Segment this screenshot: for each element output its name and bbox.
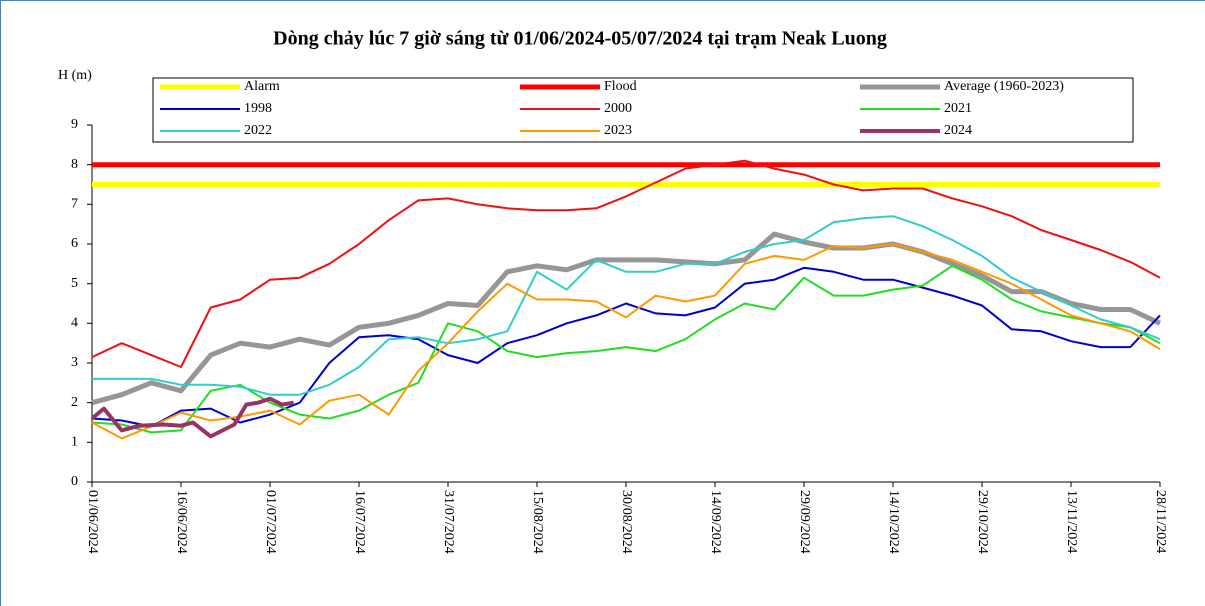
series-line (92, 215, 1161, 396)
legend-label: 2021 (944, 101, 972, 116)
x-tick-label: 15/08/2024 (530, 490, 545, 554)
x-tick-label: 29/09/2024 (797, 490, 812, 554)
y-tick-label: 4 (71, 316, 78, 331)
series-line (91, 264, 1161, 434)
x-tick-label: 30/08/2024 (619, 490, 634, 554)
x-tick-label: 14/09/2024 (708, 490, 723, 554)
x-tick-label: 29/10/2024 (975, 490, 990, 554)
y-tick-label: 7 (71, 197, 78, 212)
y-tick-label: 0 (71, 474, 78, 489)
y-tick-label: 2 (71, 395, 78, 410)
chart-title: Dòng chảy lúc 7 giờ sáng từ 01/06/2024-0… (273, 28, 887, 50)
y-tick-label: 1 (71, 435, 78, 450)
y-tick-label: 5 (71, 276, 78, 291)
series-line (91, 159, 1161, 368)
legend-label: 2024 (944, 123, 972, 138)
legend-label: 2000 (604, 101, 632, 116)
legend-label: 2023 (604, 123, 632, 138)
x-tick-label: 14/10/2024 (886, 490, 901, 554)
legend-label: Flood (604, 79, 637, 94)
x-tick-label: 01/07/2024 (263, 490, 278, 554)
x-tick-label: 28/11/2024 (1153, 490, 1168, 553)
x-tick-label: 01/06/2024 (85, 490, 100, 554)
series-line (91, 243, 1161, 440)
y-tick-label: 6 (71, 236, 78, 251)
legend-label: Average (1960-2023) (944, 79, 1064, 94)
x-tick-label: 16/06/2024 (174, 490, 189, 554)
y-tick-label: 9 (71, 117, 78, 132)
legend (152, 77, 1134, 143)
y-tick-label: 8 (71, 157, 78, 172)
legend-label: 2022 (244, 123, 272, 138)
x-tick-label: 13/11/2024 (1064, 490, 1079, 553)
x-tick-label: 31/07/2024 (441, 490, 456, 554)
series-line (91, 266, 1161, 428)
y-axis-label: H (m) (58, 68, 92, 83)
y-tick-label: 3 (71, 355, 78, 370)
x-tick-label: 16/07/2024 (352, 490, 367, 554)
series-line (90, 396, 295, 439)
series-line (91, 231, 1162, 406)
legend-label: Alarm (244, 79, 280, 94)
legend-label: 1998 (244, 101, 272, 116)
